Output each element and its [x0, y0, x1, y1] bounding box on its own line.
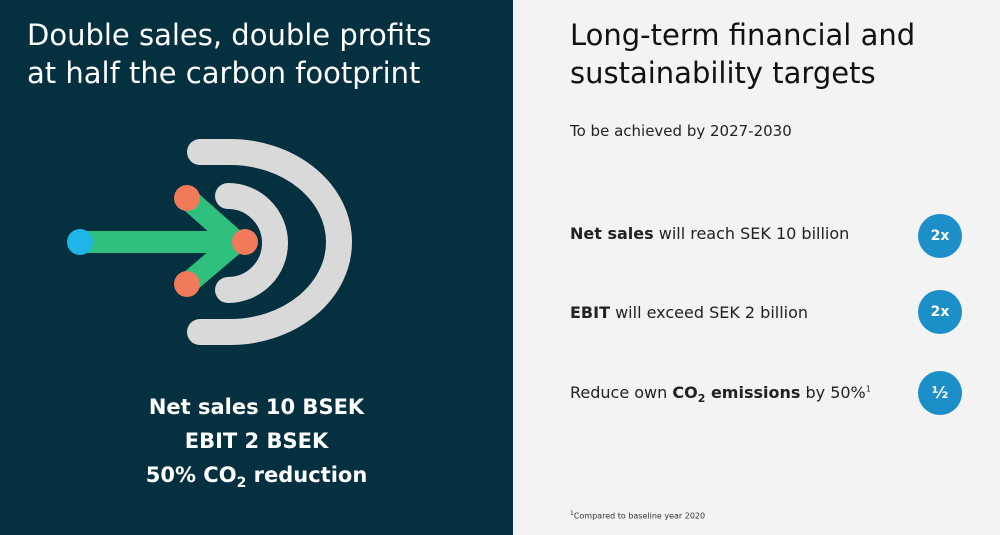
title-line: Long-term financial and — [570, 18, 916, 52]
right-title: Long-term financial and sustainability t… — [570, 16, 915, 92]
text: reduction — [246, 463, 368, 487]
superscript: 1 — [865, 384, 871, 394]
title-line: sustainability targets — [570, 56, 876, 90]
subscript: 2 — [697, 392, 706, 406]
left-title: Double sales, double profits at half the… — [27, 16, 432, 92]
badge: 2x — [918, 290, 962, 334]
text: 50% CO — [145, 463, 237, 487]
title-line: at half the carbon footprint — [27, 56, 421, 90]
bold-text: emissions — [705, 383, 801, 402]
target: EBIT will exceed SEK 2 billion — [570, 303, 808, 322]
summary-line: Net sales 10 BSEK — [148, 395, 365, 419]
text: by 50% — [800, 383, 866, 402]
right-panel: Long-term financial and sustainability t… — [513, 0, 1000, 535]
bold-text: Net sales — [570, 224, 654, 243]
superscript: 1 — [570, 510, 574, 517]
bold-text: CO — [672, 383, 698, 402]
target: Reduce own CO2 emissions by 50%1 — [570, 383, 871, 405]
text: Compared to baseline year 2020 — [573, 511, 706, 521]
subtitle: To be achieved by 2027-2030 — [570, 122, 792, 140]
dot — [174, 271, 200, 297]
arrow-tail-dot — [67, 229, 93, 255]
badge: ½ — [918, 371, 962, 415]
title-line: Double sales, double profits — [27, 18, 432, 52]
target-graphic — [67, 139, 352, 345]
target: Net sales will reach SEK 10 billion — [570, 224, 849, 243]
text: Reduce own — [570, 383, 673, 402]
dot — [174, 185, 200, 211]
inner-arc — [215, 183, 288, 303]
summary-line: 50% CO2 reduction — [0, 458, 513, 500]
summary-line: EBIT 2 BSEK — [184, 429, 329, 453]
badge: 2x — [918, 214, 962, 258]
footnote: 1Compared to baseline year 2020 — [570, 510, 705, 521]
summary: Net sales 10 BSEK EBIT 2 BSEK 50% CO2 re… — [0, 390, 513, 500]
text: will reach SEK 10 billion — [653, 224, 850, 243]
left-panel: Double sales, double profits at half the… — [0, 0, 513, 535]
outer-arc — [187, 139, 352, 345]
dot — [232, 229, 258, 255]
subscript: 2 — [236, 475, 247, 492]
text: will exceed SEK 2 billion — [610, 303, 809, 322]
bold-text: EBIT — [570, 303, 610, 322]
